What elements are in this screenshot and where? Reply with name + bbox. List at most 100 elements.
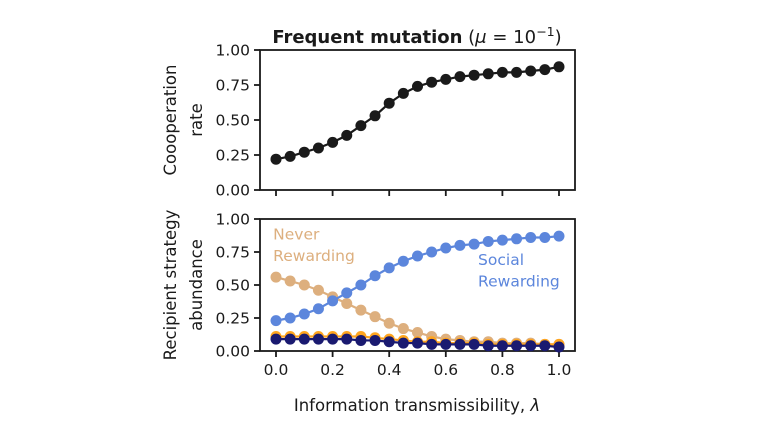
top-panel: 0.00 0.25 0.50 0.75 1.00 Coooperation rate [161,41,576,199]
data-point [468,69,480,81]
data-point [511,340,523,352]
data-point [553,61,565,73]
data-point [327,295,339,307]
y-tick-label: 0.25 [215,309,250,327]
data-point [426,76,438,88]
y-tick-label: 1.00 [215,210,250,228]
data-point [454,338,466,350]
data-point [426,246,438,258]
data-point [511,233,523,245]
data-point [440,73,452,85]
data-point [270,315,282,327]
data-point [553,230,565,242]
data-point [355,334,367,346]
data-point [412,80,423,92]
data-point [369,311,381,323]
data-point [327,333,339,345]
data-point [341,297,353,309]
data-point [496,340,508,352]
y-tick-label: 0.75 [215,76,250,94]
data-point [312,284,324,296]
data-point [539,340,551,352]
data-point [454,239,466,251]
x-tick-label: 0.6 [433,361,458,379]
data-point [482,340,494,352]
data-point [341,333,353,345]
data-point [412,337,423,349]
y-axis-label-line: Recipient strategy [161,209,180,360]
x-tick-label: 0.8 [490,361,515,379]
data-point [341,287,353,299]
data-point [284,312,296,324]
series-social-rewarding [270,230,565,327]
data-point [496,234,508,246]
data-point [327,136,339,148]
data-point [270,271,282,283]
mu-symbol: μ [475,27,487,48]
social-rewarding-label: Social [478,251,524,269]
data-point [397,337,409,349]
data-point [383,336,395,348]
data-point [383,262,395,274]
never-rewarding-label: Never [273,225,320,243]
x-tick-label: 0.2 [320,361,345,379]
data-point [412,327,423,339]
data-point [383,317,395,329]
data-point [539,64,551,76]
y-tick-label: 0.00 [215,181,250,199]
data-point [539,231,551,243]
y-tick-label: 0.00 [215,342,250,360]
data-point [312,303,324,315]
data-point [312,142,324,154]
x-axis-label-text: Information transmissibility, [293,396,531,415]
y-tick-label: 1.00 [215,41,250,59]
data-point [496,66,508,78]
x-tick-label: 1.0 [547,361,572,379]
title-paren-close: ) [554,27,562,48]
bottom-panel: 0.00 0.25 0.50 0.75 1.00 0.0 0.2 0.4 0.6 0.8 1.0 Re… [161,209,576,379]
series-unlabeled-navy [270,333,565,353]
data-point [355,304,367,316]
data-point [270,153,282,165]
x-axis-label: Information transmissibility, λ [294,396,540,415]
data-point [440,242,452,254]
data-point [511,66,523,78]
data-point [397,255,409,267]
data-point [284,333,296,345]
data-point [284,150,296,162]
x-tick-label: 0.0 [264,361,289,379]
data-point [426,338,438,350]
data-point [312,333,324,345]
y-axis-label-line: abundance [187,239,206,331]
title-exponent: −1 [536,24,555,39]
data-point [298,279,310,291]
data-point [397,87,409,99]
data-point [341,129,353,141]
data-point [468,238,480,250]
title-main: Frequent mutation [272,27,463,48]
data-point [298,333,310,345]
data-point [355,279,367,291]
data-point [482,68,494,80]
data-point [468,338,480,350]
data-point [369,334,381,346]
y-axis-label-line: rate [187,103,206,137]
data-point [270,333,282,345]
data-point [525,231,537,243]
data-point [397,323,409,335]
data-point [525,340,537,352]
y-tick-label: 0.75 [215,243,250,261]
y-axis-label-line: Coooperation [161,65,180,176]
x-tick-label: 0.4 [377,361,402,379]
data-point [369,270,381,282]
chart-title: Frequent mutation (μ = 10−1) [272,24,561,48]
data-point [355,120,367,132]
data-point [454,71,466,83]
never-rewarding-label: Rewarding [273,247,355,265]
y-tick-label: 0.50 [215,111,250,129]
data-point [482,235,494,247]
data-point [298,146,310,158]
data-point [412,250,423,262]
